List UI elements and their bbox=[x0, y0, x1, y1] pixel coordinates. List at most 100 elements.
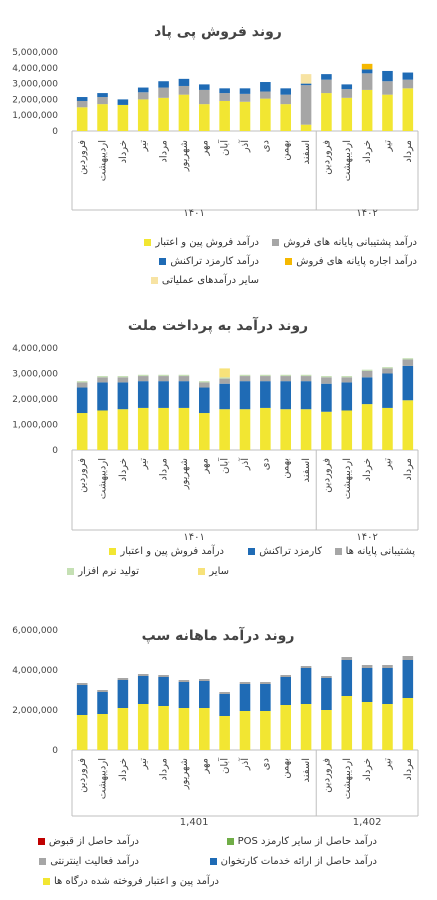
bar-segment bbox=[260, 682, 271, 684]
bar-segment bbox=[341, 97, 353, 131]
bar-segment bbox=[280, 88, 291, 95]
bar-segment bbox=[341, 84, 353, 90]
x-tick-label: خرداد bbox=[362, 140, 373, 163]
bar-segment bbox=[341, 696, 353, 750]
x-tick-label: دی bbox=[260, 458, 271, 470]
bar-segment bbox=[300, 124, 312, 131]
group-label: ۱۴۰۱ bbox=[183, 208, 204, 219]
bar-segment bbox=[361, 377, 373, 405]
bar-segment bbox=[178, 708, 190, 750]
x-tick-label: شهریور bbox=[179, 758, 190, 790]
bar-segment bbox=[321, 79, 332, 94]
y-tick-label: 0 bbox=[52, 446, 58, 456]
bar-segment bbox=[158, 376, 169, 382]
pipad-sales-chart: روند فروش پی پاد 5,000,000 4,000,000 3,000… bbox=[12, 24, 419, 219]
bar-segment bbox=[382, 70, 393, 82]
bar-segment bbox=[117, 708, 129, 750]
x-tick-label: فروردین bbox=[321, 140, 332, 175]
legend-item: درآمد حاصل از ارائه خدمات کارتخوان bbox=[209, 856, 377, 867]
x-tick-label: فروردین bbox=[77, 458, 88, 493]
bar-segment bbox=[382, 704, 393, 750]
bar-segment bbox=[239, 93, 251, 102]
y-tick-label: 4,000,000 bbox=[12, 344, 58, 354]
bar-segment bbox=[321, 377, 332, 384]
y-tick-label: 0 bbox=[52, 127, 58, 137]
x-tick-label: مرداد bbox=[403, 758, 414, 781]
x-tick-label: اردیبهشت bbox=[342, 758, 353, 799]
x-tick-label: مرداد bbox=[403, 140, 414, 163]
bar-segment bbox=[76, 387, 88, 414]
bar-segment bbox=[158, 87, 169, 98]
chart-title: روند درآمد به پرداخت ملت bbox=[128, 316, 308, 334]
bar-segment bbox=[178, 376, 190, 382]
bar-segment bbox=[321, 411, 332, 450]
bar-segment bbox=[97, 690, 108, 692]
bar-segment bbox=[199, 413, 210, 450]
bar-segment bbox=[382, 668, 393, 704]
bar-segment bbox=[158, 675, 169, 677]
bar-segment bbox=[361, 73, 373, 90]
bar-segment bbox=[280, 374, 291, 377]
x-tick-label: بهمن bbox=[281, 758, 292, 779]
bar-segment bbox=[402, 359, 414, 366]
bar-segment bbox=[76, 413, 88, 450]
bar-segment bbox=[137, 87, 149, 93]
legend-swatch bbox=[198, 568, 206, 575]
x-tick-label: اردیبهشت bbox=[342, 140, 353, 181]
bar-segment bbox=[280, 94, 291, 105]
bar-segment bbox=[260, 82, 271, 92]
bar-segment bbox=[300, 409, 312, 450]
x-tick-label: خرداد bbox=[362, 758, 373, 781]
x-tick-label: دی bbox=[260, 140, 271, 152]
legend-item: درآمد فعالیت اینترنتی bbox=[39, 856, 139, 867]
legend-swatch bbox=[109, 548, 117, 555]
legend-item: درآمد کارمزد تراکنش bbox=[159, 256, 259, 267]
legend-item: درآمد حاصل از قبوض bbox=[37, 836, 139, 847]
bar-segment bbox=[260, 374, 271, 377]
bar-segment bbox=[97, 410, 108, 450]
bar-segment bbox=[239, 376, 251, 382]
legend-swatch bbox=[334, 548, 342, 555]
group-label: 1,401 bbox=[180, 817, 209, 828]
bar-segment bbox=[382, 81, 393, 95]
x-tick-label: دی bbox=[260, 758, 271, 770]
bar-segment bbox=[76, 715, 88, 750]
legend-item: درآمد پشتیبانی پایانه های فروش bbox=[272, 237, 417, 248]
bar-segment bbox=[321, 93, 332, 131]
bar-segment bbox=[76, 683, 88, 685]
bar-segment bbox=[137, 374, 149, 377]
bar-segment bbox=[117, 376, 129, 378]
legend-swatch bbox=[144, 239, 152, 246]
bar-segment bbox=[219, 378, 230, 384]
bar-segment bbox=[76, 381, 88, 383]
x-tick-label: خرداد bbox=[362, 458, 373, 481]
bar-segment bbox=[219, 88, 230, 94]
mellat-payment-chart: روند درآمد به پرداخت ملت 4,000,000 3,000,… bbox=[12, 316, 419, 543]
legend-swatch bbox=[209, 858, 217, 865]
bar-segment bbox=[178, 381, 190, 408]
bar-segment bbox=[280, 705, 291, 750]
bar-segment bbox=[402, 358, 414, 360]
bar-segment bbox=[199, 89, 210, 105]
bar-segment bbox=[97, 97, 108, 105]
x-tick-label: اسفند bbox=[301, 758, 312, 782]
bar-segment bbox=[382, 94, 393, 131]
bar-segment bbox=[402, 365, 414, 401]
bar-segment bbox=[260, 407, 271, 450]
bar-segment bbox=[76, 107, 88, 131]
bar-segment bbox=[97, 714, 108, 750]
legend-item: درآمد پین و اعتبار فروخته شده درگاه ها bbox=[42, 876, 219, 887]
bar-segment bbox=[158, 706, 169, 750]
y-tick-label: 6,000,000 bbox=[12, 626, 58, 636]
bar-segment bbox=[76, 382, 88, 388]
x-tick-label: بهمن bbox=[281, 458, 292, 479]
bar-segment bbox=[97, 93, 108, 98]
legend-item: درآمد حاصل از سایر کارمزد POS bbox=[226, 836, 377, 847]
x-tick-label: فروردین bbox=[321, 458, 332, 493]
x-tick-label: فروردین bbox=[77, 758, 88, 793]
group-label: ۱۴۰۱ bbox=[183, 532, 204, 543]
bar-segment bbox=[300, 668, 312, 704]
bar-segment bbox=[361, 69, 373, 74]
bar-segment bbox=[382, 367, 393, 369]
